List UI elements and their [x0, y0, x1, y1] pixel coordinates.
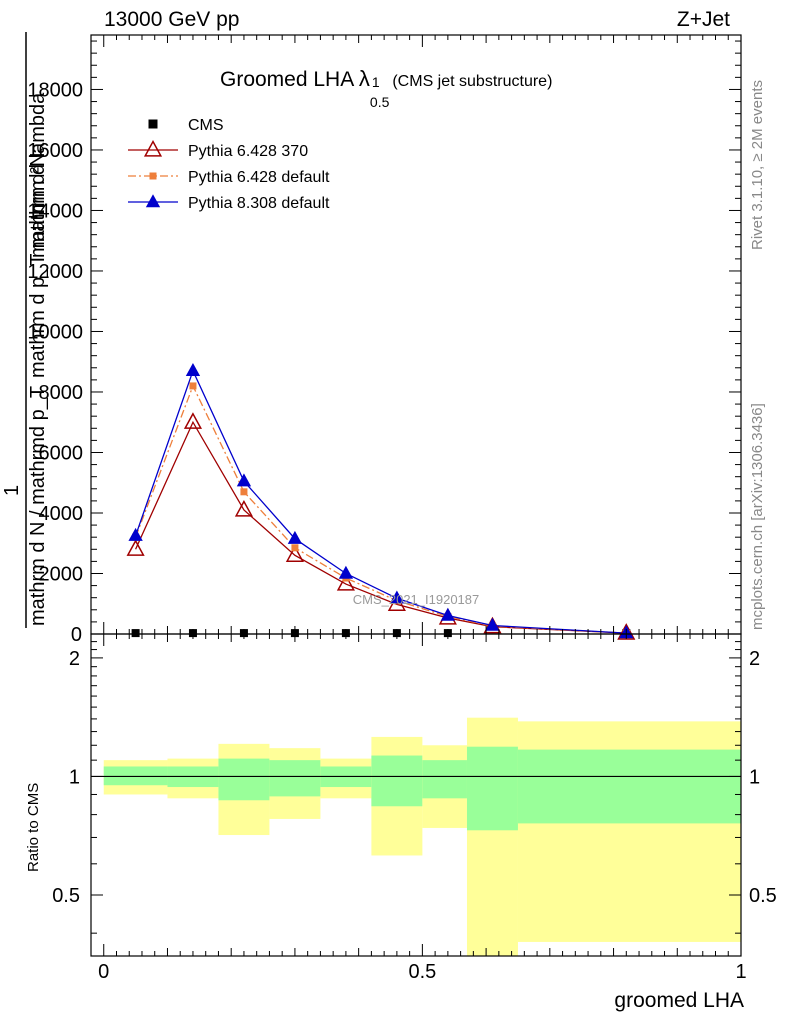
main-y-tick-label: 6000	[39, 442, 84, 464]
legend-label: Pythia 6.428 default	[188, 169, 330, 186]
plot-title-subscript: 0.5	[369, 94, 390, 110]
ratio-ylabel: Ratio to CMS	[25, 783, 42, 872]
ratio-band-inner	[218, 758, 270, 801]
legend: CMS Pythia 6.428 370 Pythia 6.428 default P…	[128, 117, 330, 212]
pythia-6-428-default-point	[189, 382, 197, 390]
ratio-y-tick-label: 1	[69, 766, 80, 788]
legend-label: CMS	[188, 117, 224, 134]
ratio-band-inner	[466, 746, 518, 831]
pythia-8-308-default-point	[287, 530, 303, 544]
pythia-8-308-default-point	[389, 590, 405, 604]
ratio-y-tick-label-right: 0.5	[749, 885, 777, 907]
main-ylabel: mathrm d²N mathrm d p_T mathrm d lambda …	[1, 92, 49, 626]
pythia-6-428-370-point	[126, 539, 145, 556]
pythia-8-308-default-point	[128, 527, 143, 541]
pythia-6-428-370-point	[336, 574, 355, 591]
axis-ticks	[90, 35, 742, 956]
x-axis-label: groomed LHA	[614, 989, 744, 1012]
rivet-version-label: Rivet 3.1.10, ≥ 2M events	[749, 80, 766, 250]
legend-label: Pythia 8.308 default	[188, 195, 330, 212]
x-tick-label: 1	[735, 961, 746, 983]
main-ylabel-one: 1	[1, 485, 23, 496]
ratio-band-inner	[371, 755, 423, 807]
process-label: Z+Jet	[676, 8, 730, 31]
plot-title-suffix: (CMS jet substructure)	[387, 73, 553, 90]
pythia-8-308-default-point	[485, 617, 500, 631]
plot-title-lambda: λ	[358, 66, 370, 91]
legend-label: Pythia 6.428 370	[188, 143, 308, 160]
cms-data-point	[131, 629, 140, 638]
ratio-y-tick-label: 0.5	[52, 885, 80, 907]
legend-cms-marker	[148, 119, 158, 129]
ratio-y-tick-label: 2	[69, 648, 80, 670]
ratio-band-inner	[269, 760, 321, 797]
plot-title: Groomed LHA λ 1 0.5 (CMS jet substructure)	[220, 66, 553, 110]
pythia-6-428-default-point	[240, 488, 248, 496]
main-ylabel-mid: mathrm d p_T mathrm d lambda	[27, 92, 49, 378]
plot-frames	[90, 34, 742, 957]
main-y-tick-label: 8000	[39, 382, 84, 404]
main-y-tick-label: 14000	[27, 200, 83, 222]
pythia-6-428-default-point	[291, 544, 299, 552]
pythia-8-308-default-point	[185, 363, 201, 377]
x-tick-label: 0.5	[408, 961, 436, 983]
legend-marker	[149, 172, 157, 180]
ratio-plot-frame	[90, 633, 742, 957]
ratio-band-inner	[517, 749, 741, 824]
ratio-y-tick-label-right: 2	[749, 648, 760, 670]
plot-title-superscript: 1	[371, 74, 380, 90]
analysis-id-label: CMS_2021_I1920187	[353, 592, 480, 607]
legend-marker	[145, 194, 161, 208]
series-line	[135, 420, 627, 634]
main-y-tick-label: 10000	[27, 321, 83, 343]
main-y-tick-label: 12000	[27, 261, 83, 283]
ratio-bands	[91, 717, 741, 956]
pythia-6-428-370-point	[234, 499, 254, 517]
main-y-tick-label: 18000	[27, 79, 83, 101]
main-y-tick-label: 16000	[27, 140, 83, 162]
main-y-tick-label: 4000	[39, 503, 84, 525]
legend-marker	[143, 139, 163, 157]
x-tick-label: 0	[98, 961, 109, 983]
pythia-8-308-default-point	[236, 473, 252, 487]
ratio-band-inner	[422, 760, 467, 799]
axis-tick-labels: 2000 4000 6000 8000 10000 12000 14000 16000 1800…	[27, 79, 776, 983]
ratio-y-tick-label-right: 1	[749, 766, 760, 788]
energy-label: 13000 GeV pp	[104, 8, 240, 31]
pythia-8-308-default-point	[440, 607, 456, 621]
main-y-tick-label: 2000	[39, 563, 84, 585]
main-ylabel-bottom: mathrm d N / mathrmd p_T	[27, 386, 49, 626]
main-ylabel-top: mathrm d²N	[27, 152, 49, 258]
main-y-tick-label-zero: 0	[71, 624, 82, 646]
pythia-8-308-default-point	[338, 565, 354, 579]
plot-title-prefix: Groomed LHA	[220, 68, 359, 91]
mcplots-label: mcplots.cern.ch [arXiv:1306.3436]	[749, 403, 766, 630]
pythia-6-428-370-point	[285, 545, 304, 562]
pythia-6-428-370-point	[183, 412, 203, 429]
